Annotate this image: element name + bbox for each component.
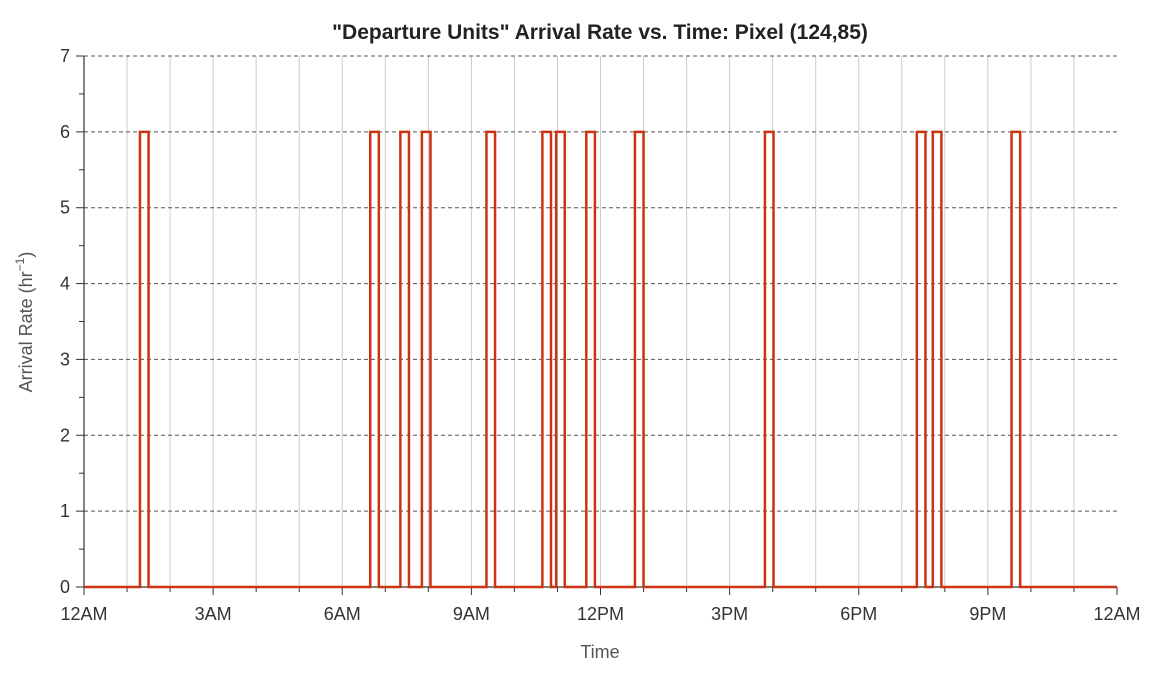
x-tick-label: 3PM xyxy=(711,604,748,624)
y-axis-label-exponent: −1 xyxy=(13,257,27,271)
axes xyxy=(76,55,1118,595)
series-layer xyxy=(84,130,1117,589)
y-tick-label: 7 xyxy=(60,46,70,66)
x-tick-label: 6PM xyxy=(840,604,877,624)
x-tick-label: 3AM xyxy=(195,604,232,624)
x-tick-label: 9AM xyxy=(453,604,490,624)
y-axis-label: Arrival Rate (hr−1) xyxy=(13,252,36,393)
y-tick-label: 4 xyxy=(60,274,70,294)
y-tick-label: 2 xyxy=(60,425,70,445)
x-tick-label: 6AM xyxy=(324,604,361,624)
y-tick-label: 0 xyxy=(60,577,70,597)
series-line xyxy=(84,130,1117,589)
x-axis-label: Time xyxy=(580,642,619,662)
x-tick-label: 9PM xyxy=(969,604,1006,624)
y-tick-label: 5 xyxy=(60,198,70,218)
y-tick-label: 6 xyxy=(60,122,70,142)
x-tick-label: 12AM xyxy=(60,604,107,624)
tick-labels: 0 1 2 3 4 5 6 7 12AM 3AM 6AM 9AM 12PM 3PM 6PM 9PM 12AM xyxy=(60,46,1141,624)
y-tick-label: 3 xyxy=(60,349,70,369)
y-axis-label-close: ) xyxy=(16,252,36,258)
x-tick-label: 12AM xyxy=(1093,604,1140,624)
y-axis-label-main: Arrival Rate (hr xyxy=(16,271,36,392)
chart-title: "Departure Units" Arrival Rate vs. Time:… xyxy=(332,21,868,44)
x-tick-label: 12PM xyxy=(577,604,624,624)
grid-lines xyxy=(84,55,1117,587)
y-tick-label: 1 xyxy=(60,501,70,521)
